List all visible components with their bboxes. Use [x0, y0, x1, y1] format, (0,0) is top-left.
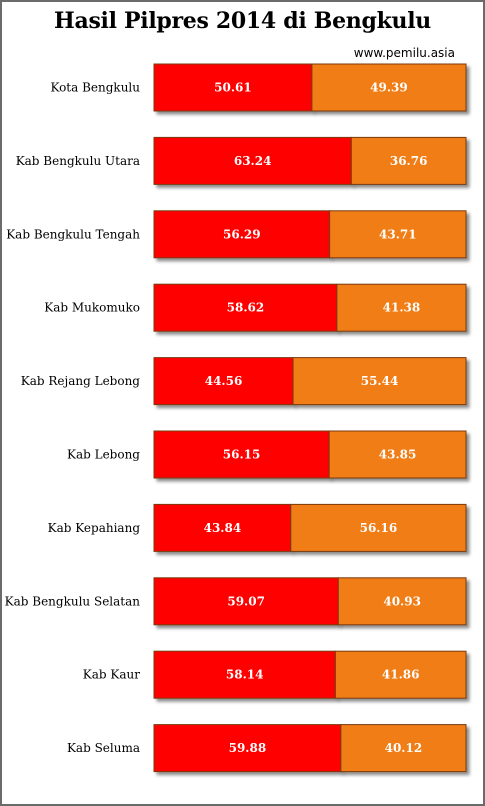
bar-segment-orange: [336, 283, 467, 332]
data-label: 56.16: [360, 521, 398, 535]
data-label: 50.61: [214, 81, 252, 95]
data-label: 41.38: [383, 301, 421, 315]
category-label: Kab Kaur: [83, 668, 140, 682]
bar-segment-orange: [337, 577, 467, 626]
bar-segment-orange: [292, 357, 467, 406]
data-label: 43.84: [204, 521, 242, 535]
bar-segment-orange: [311, 63, 467, 112]
data-label: 56.29: [223, 227, 261, 241]
data-label: 63.24: [234, 154, 272, 168]
data-label: 36.76: [390, 154, 428, 168]
bar-segment-orange: [328, 430, 467, 479]
data-label: 58.62: [227, 301, 265, 315]
data-label: 43.85: [379, 448, 417, 462]
data-label: 55.44: [361, 374, 399, 388]
bar-segment-red: [153, 503, 292, 552]
bar-segment-orange: [290, 503, 467, 552]
data-label: 41.86: [382, 668, 420, 682]
data-label: 59.88: [229, 741, 267, 755]
bar-segment-red: [153, 577, 339, 626]
category-label: Kab Kepahiang: [48, 521, 141, 535]
category-label: Kab Seluma: [67, 741, 140, 755]
category-label: Kab Bengkulu Utara: [16, 154, 140, 168]
bar-segment-red: [153, 210, 331, 259]
bar-segment-red: [153, 136, 352, 185]
bar-segment-red: [153, 724, 342, 773]
bar-segment-red: [153, 283, 338, 332]
data-label: 40.93: [383, 594, 421, 608]
category-label: Kab Mukomuko: [44, 301, 140, 315]
category-label: Kab Bengkulu Selatan: [5, 594, 141, 608]
bar-segment-red: [153, 650, 336, 699]
category-label: Kab Bengkulu Tengah: [6, 227, 140, 241]
bar-segment-orange: [334, 650, 467, 699]
category-label: Kab Rejang Lebong: [21, 374, 141, 388]
chart-title: Hasil Pilpres 2014 di Bengkulu: [54, 8, 431, 34]
data-label: 49.39: [370, 81, 408, 95]
chart-source: www.pemilu.asia: [353, 46, 455, 60]
bar-segment-orange: [350, 136, 467, 185]
bar-segment-orange: [340, 724, 467, 773]
data-label: 56.15: [223, 448, 261, 462]
category-label: Kab Lebong: [67, 448, 140, 462]
data-label: 44.56: [205, 374, 243, 388]
data-label: 43.71: [379, 227, 417, 241]
bar-segment-orange: [329, 210, 467, 259]
bar-segment-red: [153, 430, 330, 479]
data-label: 58.14: [226, 668, 264, 682]
category-label: Kota Bengkulu: [50, 81, 140, 95]
data-label: 40.12: [385, 741, 423, 755]
data-label: 59.07: [227, 594, 265, 608]
bar-segment-red: [153, 357, 294, 406]
